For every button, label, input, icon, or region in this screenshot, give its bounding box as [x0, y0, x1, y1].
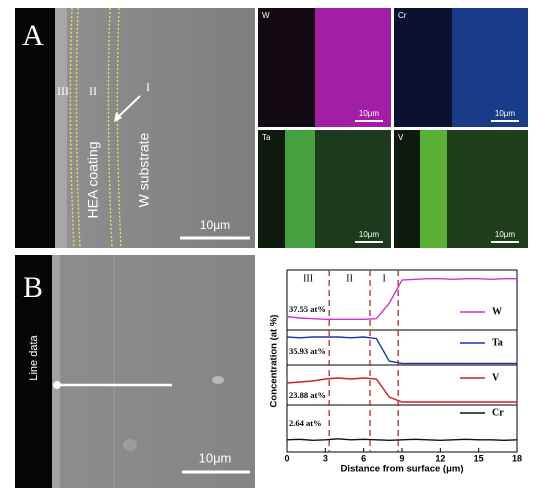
x-axis-label: Distance from surface (μm)	[340, 464, 463, 475]
map-band	[285, 130, 315, 248]
arrow	[116, 95, 141, 119]
legend-label: Cr	[492, 407, 504, 418]
x-tick-label: 3	[323, 453, 328, 463]
region-label: I	[382, 273, 385, 284]
scale-bar-label: 10μm	[199, 450, 232, 465]
legend-label: V	[492, 372, 500, 383]
map-label: Ta	[262, 133, 271, 142]
panel-b-sem: B Line data 10μm	[15, 255, 255, 488]
sem-particle	[123, 439, 137, 451]
plot-frame	[286, 269, 518, 453]
annotation: 2.64 at%	[289, 418, 322, 428]
annotation: 37.55 at%	[289, 304, 326, 314]
map-band	[452, 8, 528, 127]
arrow-head	[114, 112, 122, 122]
legend-label: Ta	[492, 337, 503, 348]
y-axis-label: Concentration (at %)	[269, 315, 280, 408]
scale-bar-label: 10μm	[495, 230, 516, 239]
map-band	[447, 130, 528, 248]
map-label: V	[398, 133, 404, 142]
map-label: W	[262, 11, 270, 20]
x-tick-label: 9	[399, 453, 404, 463]
series-line	[286, 438, 518, 442]
scale-bar-label: 10μm	[359, 230, 380, 239]
boundary-line	[75, 7, 81, 249]
series-line	[286, 336, 517, 365]
region-label: II	[346, 273, 353, 284]
annotation: 35.93 at%	[289, 346, 326, 356]
coating-label: HEA coating	[85, 141, 101, 218]
x-tick-label: 18	[512, 453, 522, 463]
x-tick-label: 0	[284, 453, 289, 463]
map-band	[315, 130, 391, 248]
region-label: III	[303, 273, 313, 284]
region-label: I	[146, 80, 150, 94]
line-label: Line data	[28, 334, 40, 380]
x-tick-label: 15	[474, 453, 484, 463]
boundary-line	[69, 7, 75, 249]
x-tick-label: 12	[435, 453, 445, 463]
panel-label: B	[23, 271, 43, 304]
scale-bar-label: 10μm	[200, 218, 230, 232]
boundary-line	[107, 7, 113, 249]
scale-bar-label: 10μm	[359, 109, 380, 118]
series-line	[286, 377, 517, 403]
annotation: 23.88 at%	[289, 390, 326, 400]
sem-layer	[55, 8, 67, 248]
series-line	[286, 278, 517, 320]
sem-particle	[212, 376, 224, 384]
panel-a-sem: A III II I HEA coating W substrate 10μm	[15, 7, 255, 249]
sem-layer	[52, 255, 60, 488]
region-label: II	[89, 84, 97, 98]
substrate-label: W substrate	[136, 132, 152, 207]
region-label: III	[57, 84, 69, 98]
sem-edge	[15, 255, 52, 488]
scan-start	[53, 381, 61, 389]
scale-bar-label: 10μm	[495, 109, 516, 118]
maps: W Cr Ta V 10μm 10μm 10μm 10μm	[258, 8, 528, 248]
x-tick-label: 6	[361, 453, 366, 463]
sem-edge	[15, 8, 55, 248]
map-band	[420, 130, 447, 248]
panel-label: A	[22, 19, 44, 52]
map-label: Cr	[398, 11, 407, 20]
map-band	[315, 8, 391, 127]
boundary-line	[116, 7, 122, 249]
legend-label: W	[492, 306, 502, 317]
